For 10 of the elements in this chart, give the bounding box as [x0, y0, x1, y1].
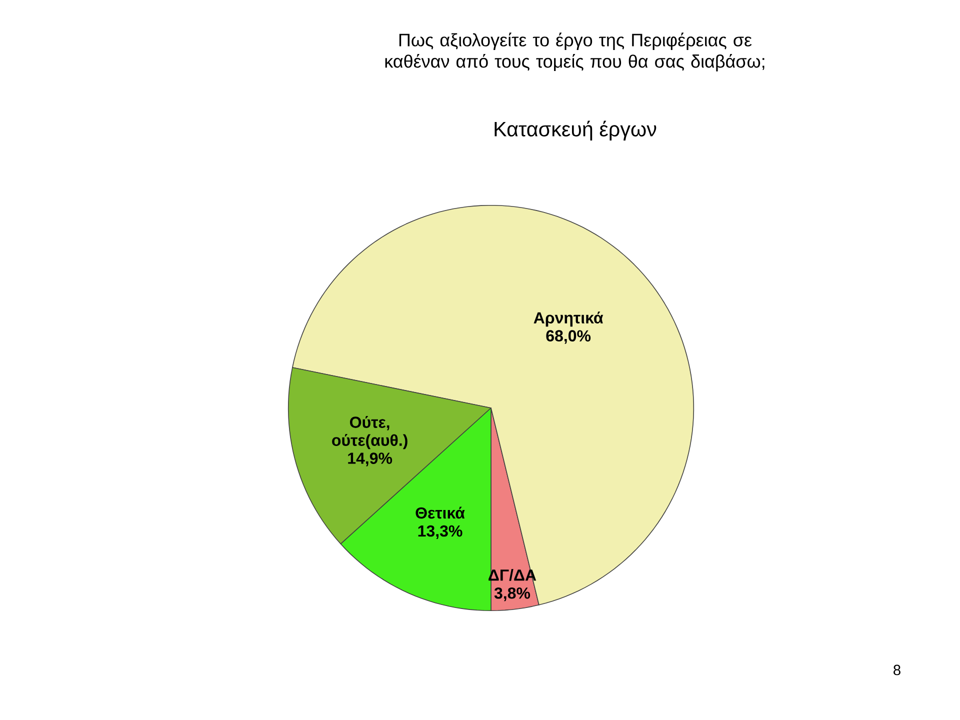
- slice-label: Θετικά: [416, 506, 465, 519]
- data-label: 68,0%: [546, 330, 591, 344]
- text: 8: [894, 664, 900, 676]
- slice-label: Αρνητικά: [534, 312, 604, 327]
- slice-label: Ούτε, ούτε(αυθ.): [332, 416, 408, 450]
- chart-title: Πως αξιολογείτε το έργο της Περιφέρειας σε καθέναν από τους τομείς που θα σας διαβάσω;: [385, 32, 764, 72]
- data-label: 14,9%: [348, 452, 392, 466]
- data-label: 13,3%: [418, 525, 462, 539]
- data-label: 3,8%: [494, 587, 530, 602]
- chart-subtitle: Κατασκευή έργων: [494, 120, 656, 141]
